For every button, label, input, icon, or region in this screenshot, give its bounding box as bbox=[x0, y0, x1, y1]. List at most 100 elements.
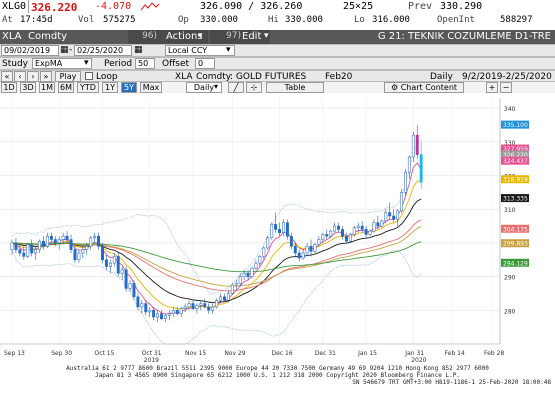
candle-body bbox=[250, 267, 254, 277]
candle-body bbox=[219, 296, 222, 301]
actions-menu[interactable]: 96) Actions ▾ bbox=[128, 30, 208, 44]
candle-body bbox=[22, 252, 26, 257]
play-button[interactable]: Play bbox=[55, 71, 81, 82]
draw-tool-button[interactable]: ⊹ bbox=[246, 82, 262, 93]
price-label-box bbox=[501, 239, 529, 248]
date-to-field[interactable]: 02/25/2020 bbox=[74, 45, 132, 56]
offset-field[interactable]: 0 bbox=[195, 58, 215, 69]
candle-body bbox=[376, 222, 380, 227]
candle-body bbox=[348, 234, 352, 242]
period-button-1d[interactable]: 1D bbox=[1, 82, 17, 93]
candle-body bbox=[305, 246, 309, 254]
date-from-field[interactable]: 09/02/2019 bbox=[1, 45, 59, 56]
x-tick-label: Oct 31 bbox=[142, 350, 162, 357]
quote-prev: 330.290 bbox=[440, 1, 483, 12]
chart-name: : GOLD FUTURES bbox=[230, 72, 307, 82]
gear-icon: ⚙ bbox=[390, 83, 401, 92]
calendar-icon[interactable]: ▦ bbox=[60, 45, 69, 55]
period-button-max[interactable]: Max bbox=[140, 82, 162, 93]
candle-body bbox=[199, 303, 203, 306]
candle-body bbox=[65, 235, 69, 240]
hi-label: Hi bbox=[268, 15, 279, 25]
zoom-out-button[interactable]: − bbox=[500, 82, 512, 93]
edit-label: Edit bbox=[242, 31, 262, 42]
open-label: Op bbox=[178, 15, 189, 25]
moving-average-ema100 bbox=[11, 241, 422, 273]
price-label: 304.175 bbox=[503, 226, 528, 233]
frequency-select[interactable]: Daily bbox=[186, 82, 222, 93]
candle-body bbox=[45, 235, 49, 247]
period-button-ytd[interactable]: YTD bbox=[77, 82, 99, 93]
step-back-button[interactable]: ‹ bbox=[14, 71, 26, 82]
quote-change: -4.070 bbox=[95, 1, 132, 12]
candle-body bbox=[388, 212, 392, 217]
candle-body bbox=[160, 313, 163, 319]
candle-body bbox=[163, 315, 167, 319]
candle-body bbox=[203, 303, 207, 308]
candle-body bbox=[211, 306, 215, 311]
period-field[interactable]: 50 bbox=[135, 58, 155, 69]
candle-body bbox=[136, 296, 140, 308]
x-tick-label: Sep 30 bbox=[51, 350, 72, 357]
period-button-1m[interactable]: 1M bbox=[39, 82, 55, 93]
candle-body bbox=[234, 283, 238, 286]
period-button-1y[interactable]: 1Y bbox=[102, 82, 118, 93]
chart-contract: Feb20 bbox=[325, 72, 353, 82]
candle-body bbox=[171, 310, 175, 314]
open-interest-label: OpenInt bbox=[437, 15, 475, 25]
fast-forward-button[interactable]: » bbox=[40, 71, 52, 82]
candle-body bbox=[325, 234, 329, 237]
x-tick-label: Feb 28 bbox=[484, 350, 504, 357]
period-bar: 1D 3D 1M 6M YTD 1Y 5Y Max Daily ▾ ╱ ⊹ Table ⚙ C… bbox=[0, 82, 555, 93]
edit-menu[interactable]: 97) Edit ▾ bbox=[210, 30, 270, 44]
upper-band bbox=[11, 140, 422, 295]
candle-body bbox=[116, 256, 120, 274]
price-label-box bbox=[501, 156, 529, 165]
quote-time: 17:45d bbox=[20, 15, 53, 25]
candle-body bbox=[42, 240, 45, 247]
candle-body bbox=[140, 303, 144, 308]
candle-body bbox=[10, 242, 14, 250]
quote-last: 326.220 bbox=[31, 1, 78, 14]
year-label: 2019 bbox=[144, 357, 159, 364]
calendar-icon-2[interactable]: ▦ bbox=[134, 45, 143, 55]
period-button-6m[interactable]: 6M bbox=[58, 82, 74, 93]
study-bar: Study ExpMA ▾ Period 50 Offset 0 bbox=[0, 57, 555, 70]
table-button[interactable]: Table bbox=[266, 82, 324, 93]
candle-body bbox=[57, 239, 61, 244]
quote-low: 316.000 bbox=[372, 15, 410, 25]
chart-ticker: XLA bbox=[175, 72, 193, 82]
loop-checkbox[interactable] bbox=[85, 72, 93, 80]
period-button-3d[interactable]: 3D bbox=[20, 82, 36, 93]
study-select[interactable]: ExpMA bbox=[32, 58, 92, 69]
line-tool-button[interactable]: ╱ bbox=[228, 82, 244, 93]
zoom-in-button[interactable]: + bbox=[486, 82, 498, 93]
price-label: 326.220 bbox=[503, 152, 528, 159]
x-tick-label: Jan 15 bbox=[357, 350, 377, 357]
chart-content-button[interactable]: ⚙ Chart Content bbox=[384, 82, 464, 93]
price-label-box bbox=[501, 120, 529, 129]
price-label-box bbox=[501, 144, 529, 153]
candle-body bbox=[144, 303, 148, 313]
candle-body bbox=[403, 171, 407, 193]
rewind-button[interactable]: « bbox=[1, 71, 13, 82]
lower-band bbox=[11, 249, 422, 345]
candle-body bbox=[104, 259, 108, 267]
year-label: 2020 bbox=[411, 357, 426, 364]
offset-label: Offset bbox=[162, 59, 190, 69]
candle-body bbox=[274, 224, 278, 230]
quote-line: XLG0 326.220 -4.070 326.090 / 326.260 25… bbox=[0, 0, 555, 14]
candle-body bbox=[317, 239, 321, 245]
y-tick-label: 310 bbox=[504, 207, 516, 214]
study-label: Study bbox=[2, 59, 28, 69]
candle-body bbox=[297, 252, 301, 259]
candle-body bbox=[384, 212, 388, 222]
candle-body bbox=[289, 235, 293, 247]
period-button-5y[interactable]: 5Y bbox=[121, 82, 137, 93]
step-forward-button[interactable]: › bbox=[27, 71, 39, 82]
candle-body bbox=[352, 227, 356, 235]
price-label-box bbox=[501, 194, 529, 203]
candle-body bbox=[69, 239, 73, 250]
currency-select[interactable]: Local CCY bbox=[165, 45, 235, 56]
